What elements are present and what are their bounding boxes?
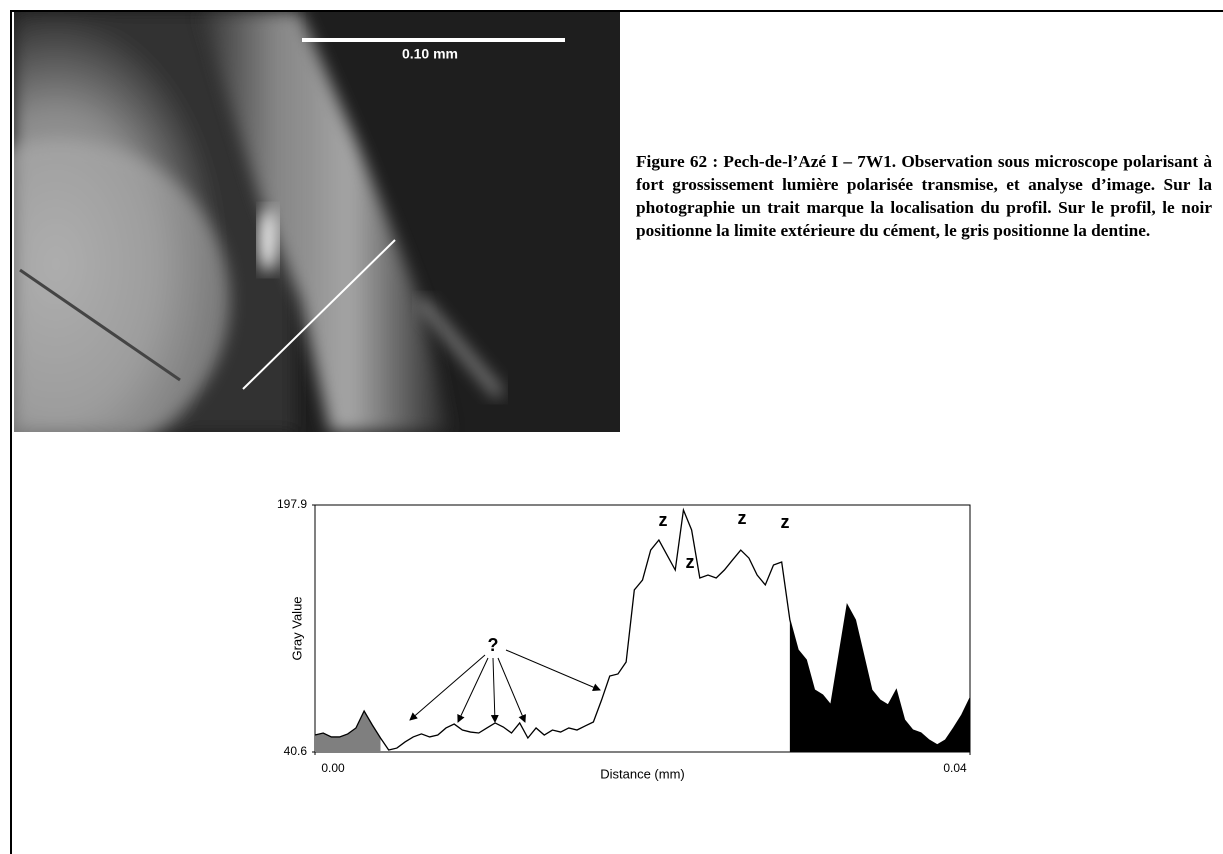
profile-line (314, 507, 971, 751)
x-tick-label: 0.04 (943, 761, 967, 775)
annotation: z (738, 508, 747, 528)
annotation: z (686, 552, 695, 572)
y-tick-label: 40.6 (284, 744, 308, 758)
scale-bar-label: 0.10 mm (402, 46, 458, 62)
plot-frame (314, 504, 971, 753)
y-tick-label: 197.9 (277, 497, 307, 511)
x-tick-label: 0.00 (321, 761, 345, 775)
frame (10, 10, 1223, 854)
annotation: z (659, 510, 668, 530)
annotation: ? (488, 635, 499, 655)
annotation: z (781, 512, 790, 532)
photo: 0.10 mm (14, 12, 620, 432)
fill-region (315, 711, 381, 752)
y-axis-label: Gray Value (289, 596, 304, 660)
x-axis-label: Distance (mm) (600, 766, 685, 781)
caption: Figure 62 : Pech-de-l’Azé I – 7W1. Obser… (636, 152, 1212, 240)
arrows (409, 649, 601, 723)
fill-region (789, 605, 970, 752)
